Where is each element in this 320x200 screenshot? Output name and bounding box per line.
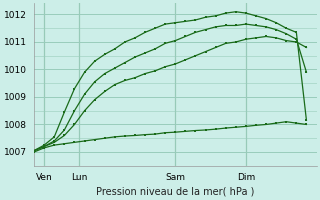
X-axis label: Pression niveau de la mer( hPa ): Pression niveau de la mer( hPa ) xyxy=(96,187,254,197)
